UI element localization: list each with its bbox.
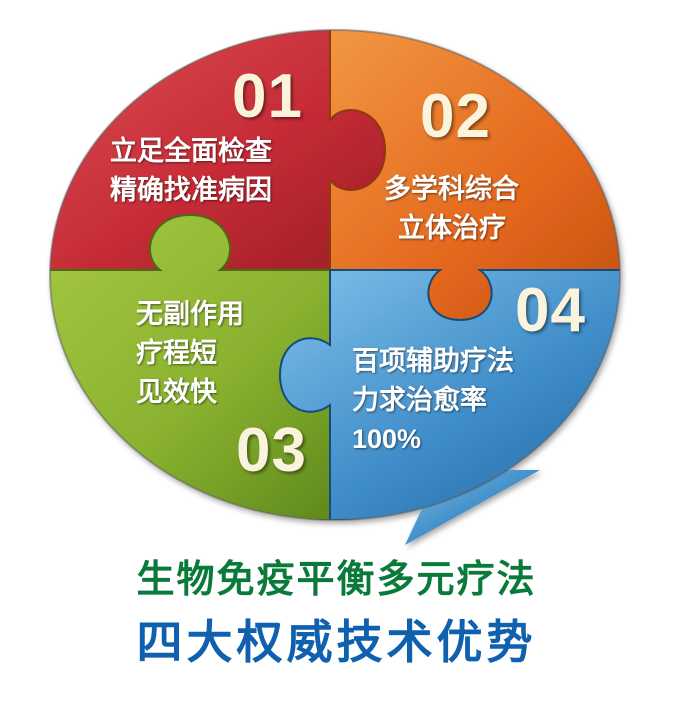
piece-04-line-3: 100% bbox=[352, 424, 422, 454]
piece-01-line-2: 精确找准病因 bbox=[110, 175, 272, 206]
piece-text-02: 多学科综合 立体治疗 bbox=[384, 170, 519, 248]
piece-text-03: 无副作用 疗程短 见效快 bbox=[136, 295, 244, 412]
piece-03-line-1: 无副作用 bbox=[136, 299, 244, 330]
piece-number-04: 04 bbox=[515, 276, 586, 345]
piece-number-02: 02 bbox=[420, 82, 491, 151]
headline-line-2: 四大权威技术优势 bbox=[136, 615, 537, 669]
headline-line-1: 生物免疫平衡多元疗法 bbox=[136, 557, 537, 601]
piece-03-line-3: 见效快 bbox=[136, 377, 217, 408]
piece-number-03: 03 bbox=[236, 416, 307, 485]
piece-number-01: 01 bbox=[232, 62, 303, 131]
piece-04-line-1: 百项辅助疗法 bbox=[352, 346, 514, 377]
piece-04-line-2: 力求治愈率 bbox=[352, 385, 487, 416]
piece-03-line-2: 疗程短 bbox=[136, 338, 217, 369]
piece-01-line-1: 立足全面检查 bbox=[110, 136, 272, 167]
piece-02-line-1: 多学科综合 bbox=[384, 174, 519, 205]
piece-text-04: 百项辅助疗法 力求治愈率 100% bbox=[352, 342, 514, 459]
piece-text-01: 立足全面检查 精确找准病因 bbox=[110, 132, 272, 210]
piece-02-line-2: 立体治疗 bbox=[398, 213, 506, 244]
